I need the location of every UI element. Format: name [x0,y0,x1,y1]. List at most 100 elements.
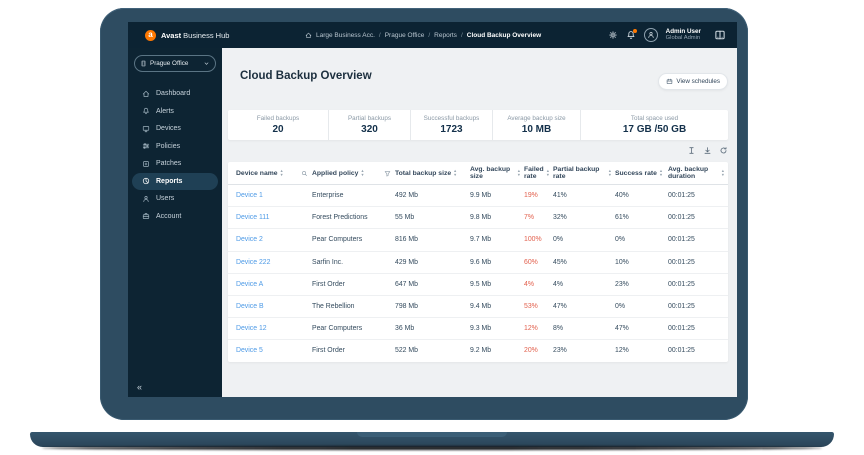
settings-gear-icon[interactable] [608,30,618,40]
laptop-base [30,432,834,447]
column-header-success-rate[interactable]: Success rate ▴ ▾ [615,169,668,176]
stat-label: Failed backups [256,115,300,122]
device-link[interactable]: Device 2 [236,236,263,244]
sidebar-item-policies[interactable]: Policies [132,138,218,156]
sort-icon[interactable]: ▴ ▾ [361,168,364,177]
sidebar-item-label: Patches [156,160,182,168]
cell-partial: 8% [553,325,563,333]
device-link[interactable]: Device 111 [236,214,270,222]
cell-avg: 9.9 Mb [470,192,492,200]
monitor-icon [142,125,150,133]
column-header-applied-policy[interactable]: Applied policy ▴ ▾ [312,168,395,177]
cell-success: 47% [615,325,629,333]
stat-value: 17 GB /50 GB [622,124,687,135]
column-header-avg-backup-size[interactable]: Avg. backup size ▴ ▾ [470,166,524,180]
breadcrumb-item[interactable]: Cloud Backup Overview [466,31,542,39]
user-avatar[interactable] [643,28,658,42]
laptop-shadow [42,446,822,450]
table-row: Device A First Order 647 Mb 9.5 Mb 4% 4% 23% 00… [228,274,728,296]
notification-dot [632,29,637,33]
stat-value: 10 MB [521,124,552,135]
cell-duration: 00:01:25 [668,325,695,333]
user-name: Admin User [665,28,701,36]
cell-total: 36 Mb [395,325,415,333]
table-body: Device 1 Enterprise 492 Mb 9.9 Mb 19% 41% 40% 0… [228,185,728,362]
cell-policy: Pear Computers [312,236,363,244]
avast-logo-icon: a [145,29,156,41]
sidebar-item-devices[interactable]: Devices [132,120,218,138]
stat-value: 20 [272,124,284,135]
column-header-partial-backup-rate[interactable]: Partial backup rate ▴ ▾ [553,166,615,180]
sort-icon[interactable]: ▴ ▾ [546,168,549,177]
device-link[interactable]: Device 5 [236,347,263,355]
cell-duration: 00:01:25 [668,280,695,288]
sort-icon[interactable]: ▴ ▾ [608,168,611,177]
breadcrumb-item[interactable]: Large Business Acc. [316,31,375,39]
cell-failed: 7% [524,214,534,222]
device-link[interactable]: Device 1 [236,192,263,200]
sort-icon[interactable]: ▴ ▾ [517,168,520,177]
search-icon[interactable] [301,170,308,177]
funnel-icon[interactable] [384,170,391,177]
column-header-total-backup-size[interactable]: Total backup size ▴ ▾ [395,169,470,176]
cell-success: 10% [615,258,629,266]
stat-label: Partial backups [347,115,392,122]
cell-total: 647 Mb [395,280,418,288]
sidebar-item-users[interactable]: Users [132,190,218,208]
breadcrumb-separator: / [460,31,463,39]
cell-failed: 4% [524,280,534,288]
stat-label: Successful backups [423,115,480,122]
device-link[interactable]: Device A [236,280,264,288]
sidebar-item-reports[interactable]: Reports [132,172,218,190]
column-header-failed-rate[interactable]: Failed rate ▴ ▾ [524,166,553,180]
sidebar-item-account[interactable]: Account [132,208,218,226]
sort-icon[interactable]: ▴ ▾ [659,168,663,177]
sort-icon[interactable]: ▴ ▾ [280,168,283,177]
breadcrumb-item[interactable]: Prague Office [384,31,425,39]
cell-avg: 9.6 Mb [470,258,492,266]
cell-duration: 00:01:25 [668,347,695,355]
device-link[interactable]: Device B [236,303,264,311]
notifications-bell-icon[interactable] [626,29,637,40]
sidebar-item-patches[interactable]: Patches [132,155,218,173]
cell-policy: First Order [312,280,345,288]
column-header-avg-backup-duration[interactable]: Avg. backup duration ▴ ▾ [668,166,728,180]
device-link[interactable]: Device 222 [236,258,271,266]
sidebar-item-label: Reports [156,177,183,185]
user-block[interactable]: Admin User Global Admin [666,28,701,42]
column-header-device-name[interactable]: Device name ▴ ▾ [236,168,312,177]
sort-icon[interactable]: ▴ ▾ [721,168,724,177]
cell-policy: The Rebellion [312,303,355,311]
cell-policy: Enterprise [312,192,344,200]
bell-icon [142,107,150,115]
sort-icon[interactable]: ▴ ▾ [454,168,457,177]
view-schedules-button[interactable]: View schedules [658,73,728,90]
breadcrumb-item[interactable]: Reports [434,31,457,39]
device-link[interactable]: Device 12 [236,325,267,333]
table-row: Device 1 Enterprise 492 Mb 9.9 Mb 19% 41% 40% 0… [228,185,728,208]
brand[interactable]: a Avast Business Hub [145,29,305,41]
cell-total: 816 Mb [395,236,418,244]
sidebar-item-alerts[interactable]: Alerts [132,103,218,121]
cell-avg: 9.4 Mb [470,303,492,311]
calendar-icon [666,78,673,85]
cell-total: 492 Mb [395,192,418,200]
sidebar-collapse-button[interactable]: « [137,382,143,392]
patch-icon [142,160,150,168]
console-switcher-icon[interactable] [713,29,727,41]
columns-icon[interactable] [687,146,696,155]
cell-failed: 100% [524,236,542,244]
stat-total-space-used: Total space used 17 GB /50 GB [580,110,728,140]
breadcrumb-home-icon[interactable] [305,32,312,39]
cell-avg: 9.8 Mb [470,214,492,222]
org-selector-dropdown[interactable]: Prague Office [134,55,216,72]
chart-icon [142,177,150,185]
sidebar-item-dashboard[interactable]: Dashboard [132,85,218,103]
breadcrumb: Large Business Acc. / Prague Office / Report… [305,32,608,39]
cell-success: 0% [615,236,625,244]
cell-duration: 00:01:25 [668,258,695,266]
table-row: Device 5 First Order 522 Mb 9.2 Mb 20% 23% 12%… [228,340,728,361]
download-icon[interactable] [703,146,712,155]
refresh-icon[interactable] [719,146,728,155]
